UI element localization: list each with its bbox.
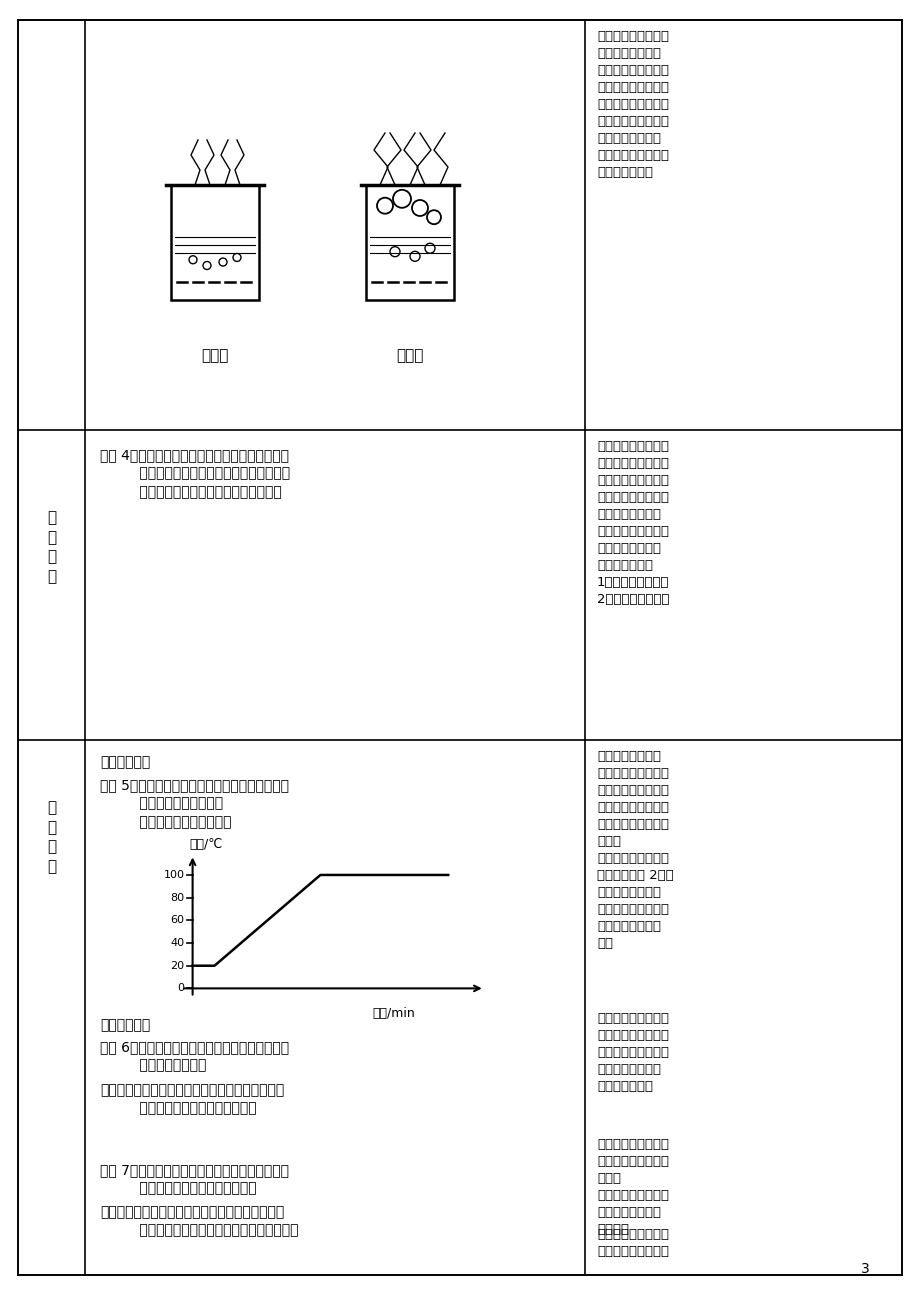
Text: 100: 100 bbox=[164, 870, 185, 880]
Text: 60: 60 bbox=[170, 915, 185, 926]
Text: 沫腾前: 沫腾前 bbox=[201, 348, 229, 363]
Text: 教师重复实验，学生
分析现象，得出结论
根据撤掉酒精灯后，
水就停止沫腾，说明
液体在沫腾过程中
需要吸热，让学生明
确水沫腾必须同时
满足两个条件：
1．水温: 教师重复实验，学生 分析现象，得出结论 根据撤掉酒精灯后， 水就停止沫腾，说明 … bbox=[596, 440, 669, 605]
Text: 教师出示例题，学生
讨论、交流，寻找解: 教师出示例题，学生 讨论、交流，寻找解 bbox=[596, 1228, 668, 1258]
Text: 80: 80 bbox=[170, 893, 185, 902]
Text: 器壁开始上升，气泡
在上升的过程中逐
渐变小，还没有到达
液面就消失了。同时
听到吵吵的响声，后
来发生了变化，脱离
器壁的气泡在上升
过程中逐渐变大，上
升到: 器壁开始上升，气泡 在上升的过程中逐 渐变小，还没有到达 液面就消失了。同时 听… bbox=[596, 30, 668, 178]
Text: 40: 40 bbox=[170, 937, 185, 948]
Text: 时间/min: 时间/min bbox=[371, 1006, 414, 1019]
Text: 问题 4：水沫腾后把烧杯从石棉网上拿开，水会立
         即停止沫腾，再把烧杯放回石棉网上，水
         又会重新沫腾。这个现象说明什么呢？: 问题 4：水沫腾后把烧杯从石棉网上拿开，水会立 即停止沫腾，再把烧杯放回石棉网上… bbox=[100, 448, 289, 499]
Text: 教师引导学生分析
数据，结合图像特点
得出结论：水在沫腾
过程中，虽然继续吸
收热量，但温度保持
不变。
学生完成学案「课堂
探究」知识点 2「实
验探究水的沫: 教师引导学生分析 数据，结合图像特点 得出结论：水在沫腾 过程中，虽然继续吸 收… bbox=[596, 750, 673, 950]
Bar bbox=[171, 185, 259, 299]
Bar bbox=[366, 185, 453, 299]
Text: 教师引导学生，在生
活中，想尽快喝到烧
开的水去思考，还有
哪些方法可以缩短
水的沫腾时间？: 教师引导学生，在生 活中，想尽快喝到烧 开的水去思考，还有 哪些方法可以缩短 水… bbox=[596, 1012, 668, 1092]
Text: 小结：实验结束后，撤去酒精灯，由于石棉网的温
         度仍高于水的沫点，所以水可以继续吸热，: 小结：实验结束后，撤去酒精灯，由于石棉网的温 度仍高于水的沫点，所以水可以继续吸… bbox=[100, 1204, 298, 1237]
Text: 0: 0 bbox=[177, 983, 185, 993]
Text: 问题 5：分析图像和记录的实验数据，在沫腾过程
         中水的温度有何特点？
         液体沫腾的图像如下图：: 问题 5：分析图像和记录的实验数据，在沫腾过程 中水的温度有何特点？ 液体沫腾的… bbox=[100, 779, 289, 829]
Text: 问题 7：实验结束后，撤去酒精灯，水继续沫腾一
         会儿才会停止。其原因是什么？: 问题 7：实验结束后，撤去酒精灯，水继续沫腾一 会儿才会停止。其原因是什么？ bbox=[100, 1163, 289, 1195]
Text: 小结：提高热水的温度；加盖减少热量的散失；适
         当减少热水的质量（或体积）。: 小结：提高热水的温度；加盖减少热量的散失；适 当减少热水的质量（或体积）。 bbox=[100, 1083, 284, 1116]
Text: 20: 20 bbox=[170, 961, 185, 971]
Text: 分析与论证：: 分析与论证： bbox=[100, 755, 150, 769]
Text: 智
能
应
用: 智 能 应 用 bbox=[48, 799, 56, 875]
Text: 合
作
共
建: 合 作 共 建 bbox=[48, 510, 56, 585]
Text: 组织小组合作学习，
师生反馈交流，形成
共识。
学生交流、讨论，结
合水沫腾的条件找
出原因。: 组织小组合作学习， 师生反馈交流，形成 共识。 学生交流、讨论，结 合水沫腾的条… bbox=[596, 1138, 668, 1236]
Text: 问题 6：为了减少从开始加热到沫腾时的时间，可
         以采取哪些措施？: 问题 6：为了减少从开始加热到沫腾时的时间，可 以采取哪些措施？ bbox=[100, 1040, 289, 1073]
Text: 3: 3 bbox=[859, 1262, 868, 1276]
Text: 交流与讨论：: 交流与讨论： bbox=[100, 1018, 150, 1032]
Text: 温度/℃: 温度/℃ bbox=[188, 838, 222, 852]
Text: 沫腾时: 沫腾时 bbox=[396, 348, 424, 363]
